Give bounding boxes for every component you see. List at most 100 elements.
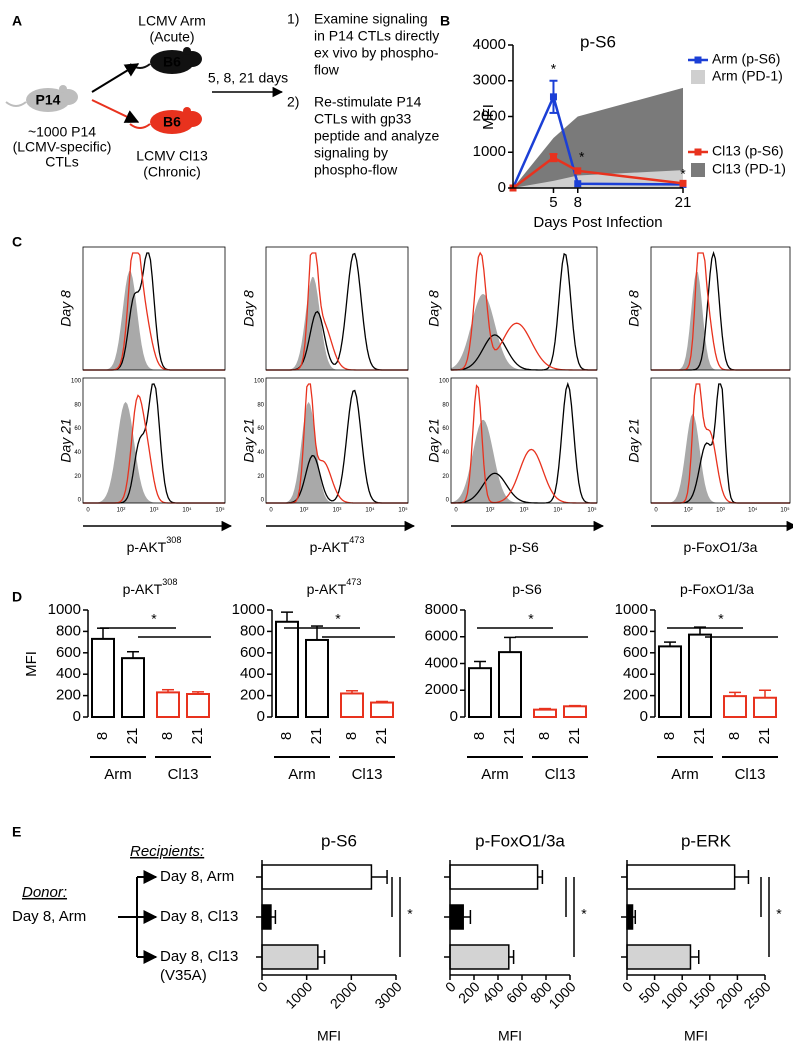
- group-label: Arm: [104, 766, 132, 783]
- marker-label: p-AKT473: [310, 535, 365, 554]
- x-tick-label: 2500: [740, 978, 773, 1011]
- x-tick-label: 10⁴: [748, 507, 758, 514]
- marker-label: p-S6: [509, 539, 539, 555]
- row-label: Day 8: [426, 290, 442, 327]
- y-tick-label: 80: [74, 402, 81, 408]
- bar: [121, 657, 145, 719]
- x-tick-label: 21: [756, 728, 773, 745]
- annotation: *: [528, 611, 534, 627]
- arm-text: LCMV Arm: [138, 13, 206, 29]
- y-tick-label: 200: [56, 687, 81, 704]
- chart-title-main: p-S6: [512, 581, 542, 597]
- bar: [340, 692, 364, 719]
- x-tick-label: 8: [94, 732, 111, 740]
- y-tick-label: 600: [240, 644, 265, 661]
- bar: [261, 864, 373, 890]
- annotation: *: [718, 611, 724, 627]
- y-tick-label: 0: [640, 708, 648, 725]
- point: [549, 93, 557, 101]
- histogram-arm: [83, 383, 225, 504]
- y-tick-label: 800: [623, 622, 648, 639]
- step-num: 1): [287, 11, 299, 27]
- histogram-frame: [450, 377, 598, 504]
- y-tick-label: 400: [240, 665, 265, 682]
- bar: [626, 864, 736, 890]
- step-text: flow: [314, 62, 340, 78]
- chart-title: p-ERK: [681, 831, 732, 850]
- x-tick-label: 8: [343, 732, 360, 740]
- y-tick-label: 1000: [615, 601, 648, 618]
- y-tick-label: 40: [257, 450, 264, 456]
- y-tick-label: 4000: [425, 654, 458, 671]
- x-tick-label: 5: [549, 194, 557, 211]
- histogram-arm: [450, 252, 597, 371]
- step-text: in P14 CTLs directly: [314, 28, 439, 44]
- step-text: ex vivo by phospho-: [314, 45, 439, 61]
- row-label: Day 8: [58, 290, 74, 327]
- row-label: Day 21: [241, 418, 257, 462]
- recipients-label: Recipients:: [130, 843, 204, 860]
- marker-label-sup: 473: [349, 535, 364, 545]
- x-tick-label: 21: [566, 728, 583, 745]
- point: [679, 179, 687, 187]
- x-tick-label: 0: [654, 508, 658, 514]
- y-tick-label: 0: [261, 498, 265, 504]
- bar: [658, 645, 682, 719]
- x-tick-label: 21: [189, 728, 206, 745]
- chart-title-main: p-AKT: [123, 581, 163, 597]
- donor-text: ~1000 P14: [28, 124, 96, 140]
- histogram-frame: [265, 377, 409, 504]
- histogram-frame: [650, 246, 791, 371]
- bar: [449, 904, 464, 930]
- y-tick-label: 40: [74, 450, 81, 456]
- y-tick-label: 800: [240, 622, 265, 639]
- legend-label: Cl13 (p-S6): [712, 143, 784, 159]
- y-tick-label: 100: [254, 379, 265, 385]
- chart-title: p-FoxO1/3a: [680, 581, 754, 597]
- bar: [305, 638, 329, 719]
- step-text: Examine signaling: [314, 11, 428, 27]
- y-tick-label: 0: [73, 708, 81, 725]
- x-tick-label: 10²: [486, 508, 495, 514]
- mouse-label: P14: [36, 92, 61, 108]
- group-label: Cl13: [545, 766, 576, 783]
- chart-title-sup: 308: [162, 577, 177, 587]
- panel-label: E: [12, 824, 21, 840]
- chart-title-main: p-FoxO1/3a: [680, 581, 754, 597]
- annotation: *: [335, 611, 341, 627]
- x-tick-label: 21: [308, 728, 325, 745]
- y-tick-label: 400: [56, 665, 81, 682]
- step-text: Re-stimulate P14: [314, 94, 422, 110]
- marker-label-sup: 308: [166, 535, 181, 545]
- arrow: [91, 99, 140, 123]
- y-tick-label: 100: [439, 379, 450, 385]
- cl13-text: LCMV Cl13: [136, 148, 208, 164]
- x-tick-label: 21: [691, 728, 708, 745]
- y-tick-label: 600: [56, 644, 81, 661]
- point: [574, 167, 582, 175]
- panel-label: D: [12, 589, 22, 605]
- marker-label-main: p-FoxO1/3a: [684, 539, 758, 555]
- histogram-frame: [650, 377, 791, 504]
- y-tick-label: 80: [257, 402, 264, 408]
- bar: [626, 944, 692, 970]
- step-text: peptide and analyze: [314, 128, 440, 144]
- marker-label-main: p-S6: [509, 539, 539, 555]
- annotation: *: [680, 166, 686, 182]
- marker-label-main: p-AKT: [127, 539, 167, 555]
- chart-title-main: p-AKT: [307, 581, 347, 597]
- donor-text: (LCMV-specific): [13, 139, 112, 155]
- y-tick-label: 40: [442, 450, 449, 456]
- x-axis-label: Days Post Infection: [533, 214, 662, 231]
- point: [549, 154, 557, 162]
- bar: [498, 651, 522, 718]
- x-tick-label: 10³: [520, 508, 529, 514]
- x-tick-label: 0: [254, 978, 271, 995]
- x-tick-label: 1000: [282, 978, 315, 1011]
- annotation: *: [407, 906, 413, 922]
- step-text: CTLs with gp33: [314, 111, 411, 127]
- bar: [626, 904, 634, 930]
- row-label: Day 21: [58, 418, 74, 462]
- mouse-tail: [129, 123, 151, 129]
